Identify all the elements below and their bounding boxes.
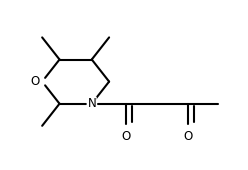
Text: O: O [184,130,193,143]
Text: O: O [122,130,131,143]
Text: O: O [30,75,39,88]
Text: N: N [87,97,96,110]
